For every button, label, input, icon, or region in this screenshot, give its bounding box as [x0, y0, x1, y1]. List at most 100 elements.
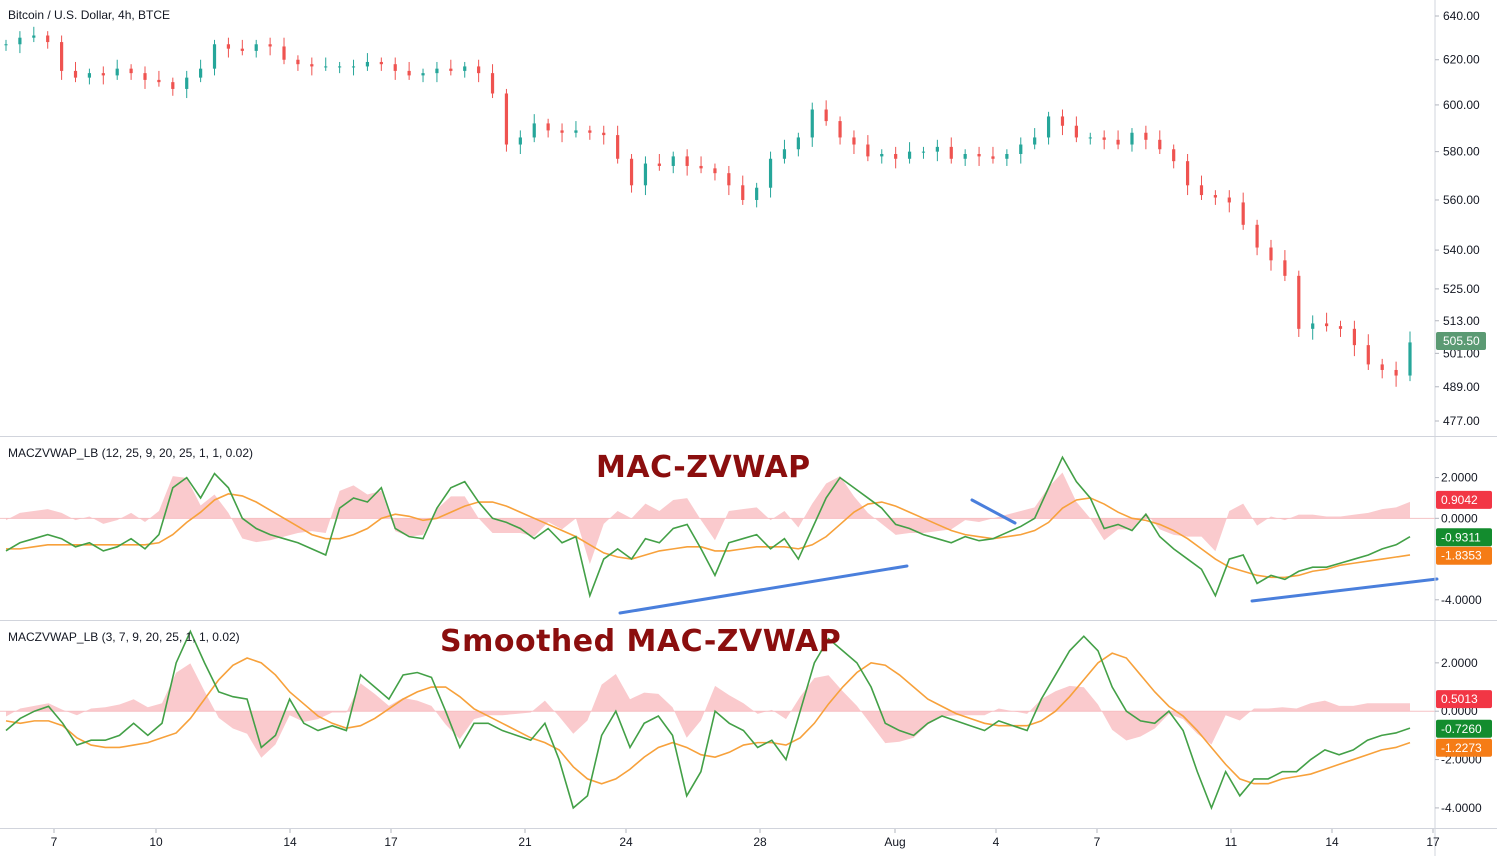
candle [1269, 239, 1273, 271]
indicator-tick-label: 2.0000 [1441, 471, 1478, 485]
candle-body [1019, 144, 1023, 155]
average-line [6, 493, 1411, 579]
candle-body [463, 66, 467, 71]
candle [1394, 361, 1398, 387]
histogram-layer [6, 472, 1410, 758]
candle [824, 100, 828, 126]
candle-body [727, 173, 731, 186]
candle [421, 68, 425, 83]
candle [1172, 144, 1176, 169]
candle-body [852, 137, 856, 145]
candle-body [4, 44, 8, 46]
indicator-value: -0.7260 [1441, 722, 1482, 736]
candle [574, 121, 578, 138]
candle [977, 146, 981, 166]
candle-body [435, 68, 439, 74]
time-tick-label: 14 [1325, 835, 1339, 849]
candle-body [741, 185, 745, 200]
candle-body [282, 46, 286, 60]
candle [1185, 154, 1190, 196]
candle-body [1074, 125, 1078, 138]
candle-body [18, 37, 22, 45]
grid-layer [0, 517, 1435, 712]
candle [87, 68, 92, 85]
candle [4, 39, 8, 51]
candle [1297, 270, 1301, 337]
candle [1005, 149, 1009, 166]
candle [212, 39, 217, 76]
candle-body [1005, 154, 1009, 159]
indicator-2-title: MACZVWAP_LB (3, 7, 9, 20, 25, 1, 1, 0.02… [8, 630, 240, 644]
candle [73, 61, 78, 83]
candle [1311, 315, 1315, 340]
candle-body [685, 156, 689, 166]
candle-body [1213, 195, 1217, 198]
indicator-value-badge [1436, 490, 1492, 509]
candle [1352, 320, 1356, 357]
candle [894, 146, 898, 169]
candle-body [504, 93, 509, 145]
candle [532, 114, 536, 143]
candle [240, 39, 244, 56]
candle-body [546, 123, 550, 131]
candle-body [73, 70, 78, 78]
candle-body [768, 158, 773, 188]
candle [324, 57, 328, 71]
candle [393, 57, 397, 80]
candle [310, 57, 314, 76]
candle-body [1144, 132, 1148, 140]
candle-body [629, 158, 634, 186]
price-tick-label: 489.00 [1443, 380, 1480, 394]
candle-body [1102, 137, 1106, 140]
candle [1380, 358, 1384, 379]
signal-line [5, 629, 1411, 811]
candle [115, 59, 119, 80]
candle-body [449, 68, 453, 71]
candle [463, 61, 467, 78]
candle-body [490, 73, 495, 94]
candle [435, 61, 439, 83]
candle [18, 31, 22, 54]
indicator-tick-label: 0.0000 [1441, 511, 1478, 525]
candle-body [1408, 342, 1412, 376]
time-tick-label: 7 [51, 835, 58, 849]
price-tick-label: 560.00 [1443, 193, 1480, 207]
indicator-value-badge [1436, 719, 1492, 738]
candle [1102, 130, 1106, 150]
candle-body [1311, 323, 1315, 329]
candle-body [1185, 161, 1190, 186]
candle-body [616, 135, 620, 159]
candle [1060, 109, 1065, 136]
candle [629, 154, 634, 193]
time-tick-label: 21 [518, 835, 532, 849]
last-price-value: 505.50 [1443, 334, 1480, 348]
candle [268, 37, 272, 56]
candle [838, 116, 842, 145]
candle-body [866, 144, 870, 157]
candle [921, 146, 926, 159]
candle-body [1394, 369, 1398, 376]
candle [1227, 190, 1231, 213]
candle-body [1324, 323, 1329, 327]
time-tick-label: 17 [1426, 835, 1440, 849]
candle-body [907, 151, 912, 159]
candle [796, 132, 800, 157]
candle-body [588, 130, 592, 133]
candle [477, 59, 481, 83]
candle-body [824, 109, 828, 122]
candle-body [1199, 185, 1204, 196]
candle [185, 70, 189, 99]
indicator-value-badge [1436, 528, 1492, 547]
candle-body [129, 68, 133, 74]
indicator-tick-label: -4.0000 [1441, 593, 1482, 607]
candle [546, 118, 550, 138]
histogram-area [6, 663, 1410, 758]
candle-body [1241, 202, 1245, 225]
smoothed-mac-zvwap-label: Smoothed MAC-ZVWAP [440, 624, 842, 659]
candle-body [1352, 328, 1356, 346]
indicator-tick-label: -4.0000 [1441, 801, 1482, 815]
candle-body [782, 149, 787, 159]
mac-zvwap-label: MAC-ZVWAP [596, 450, 811, 485]
candle [935, 139, 939, 162]
candle [588, 125, 592, 140]
